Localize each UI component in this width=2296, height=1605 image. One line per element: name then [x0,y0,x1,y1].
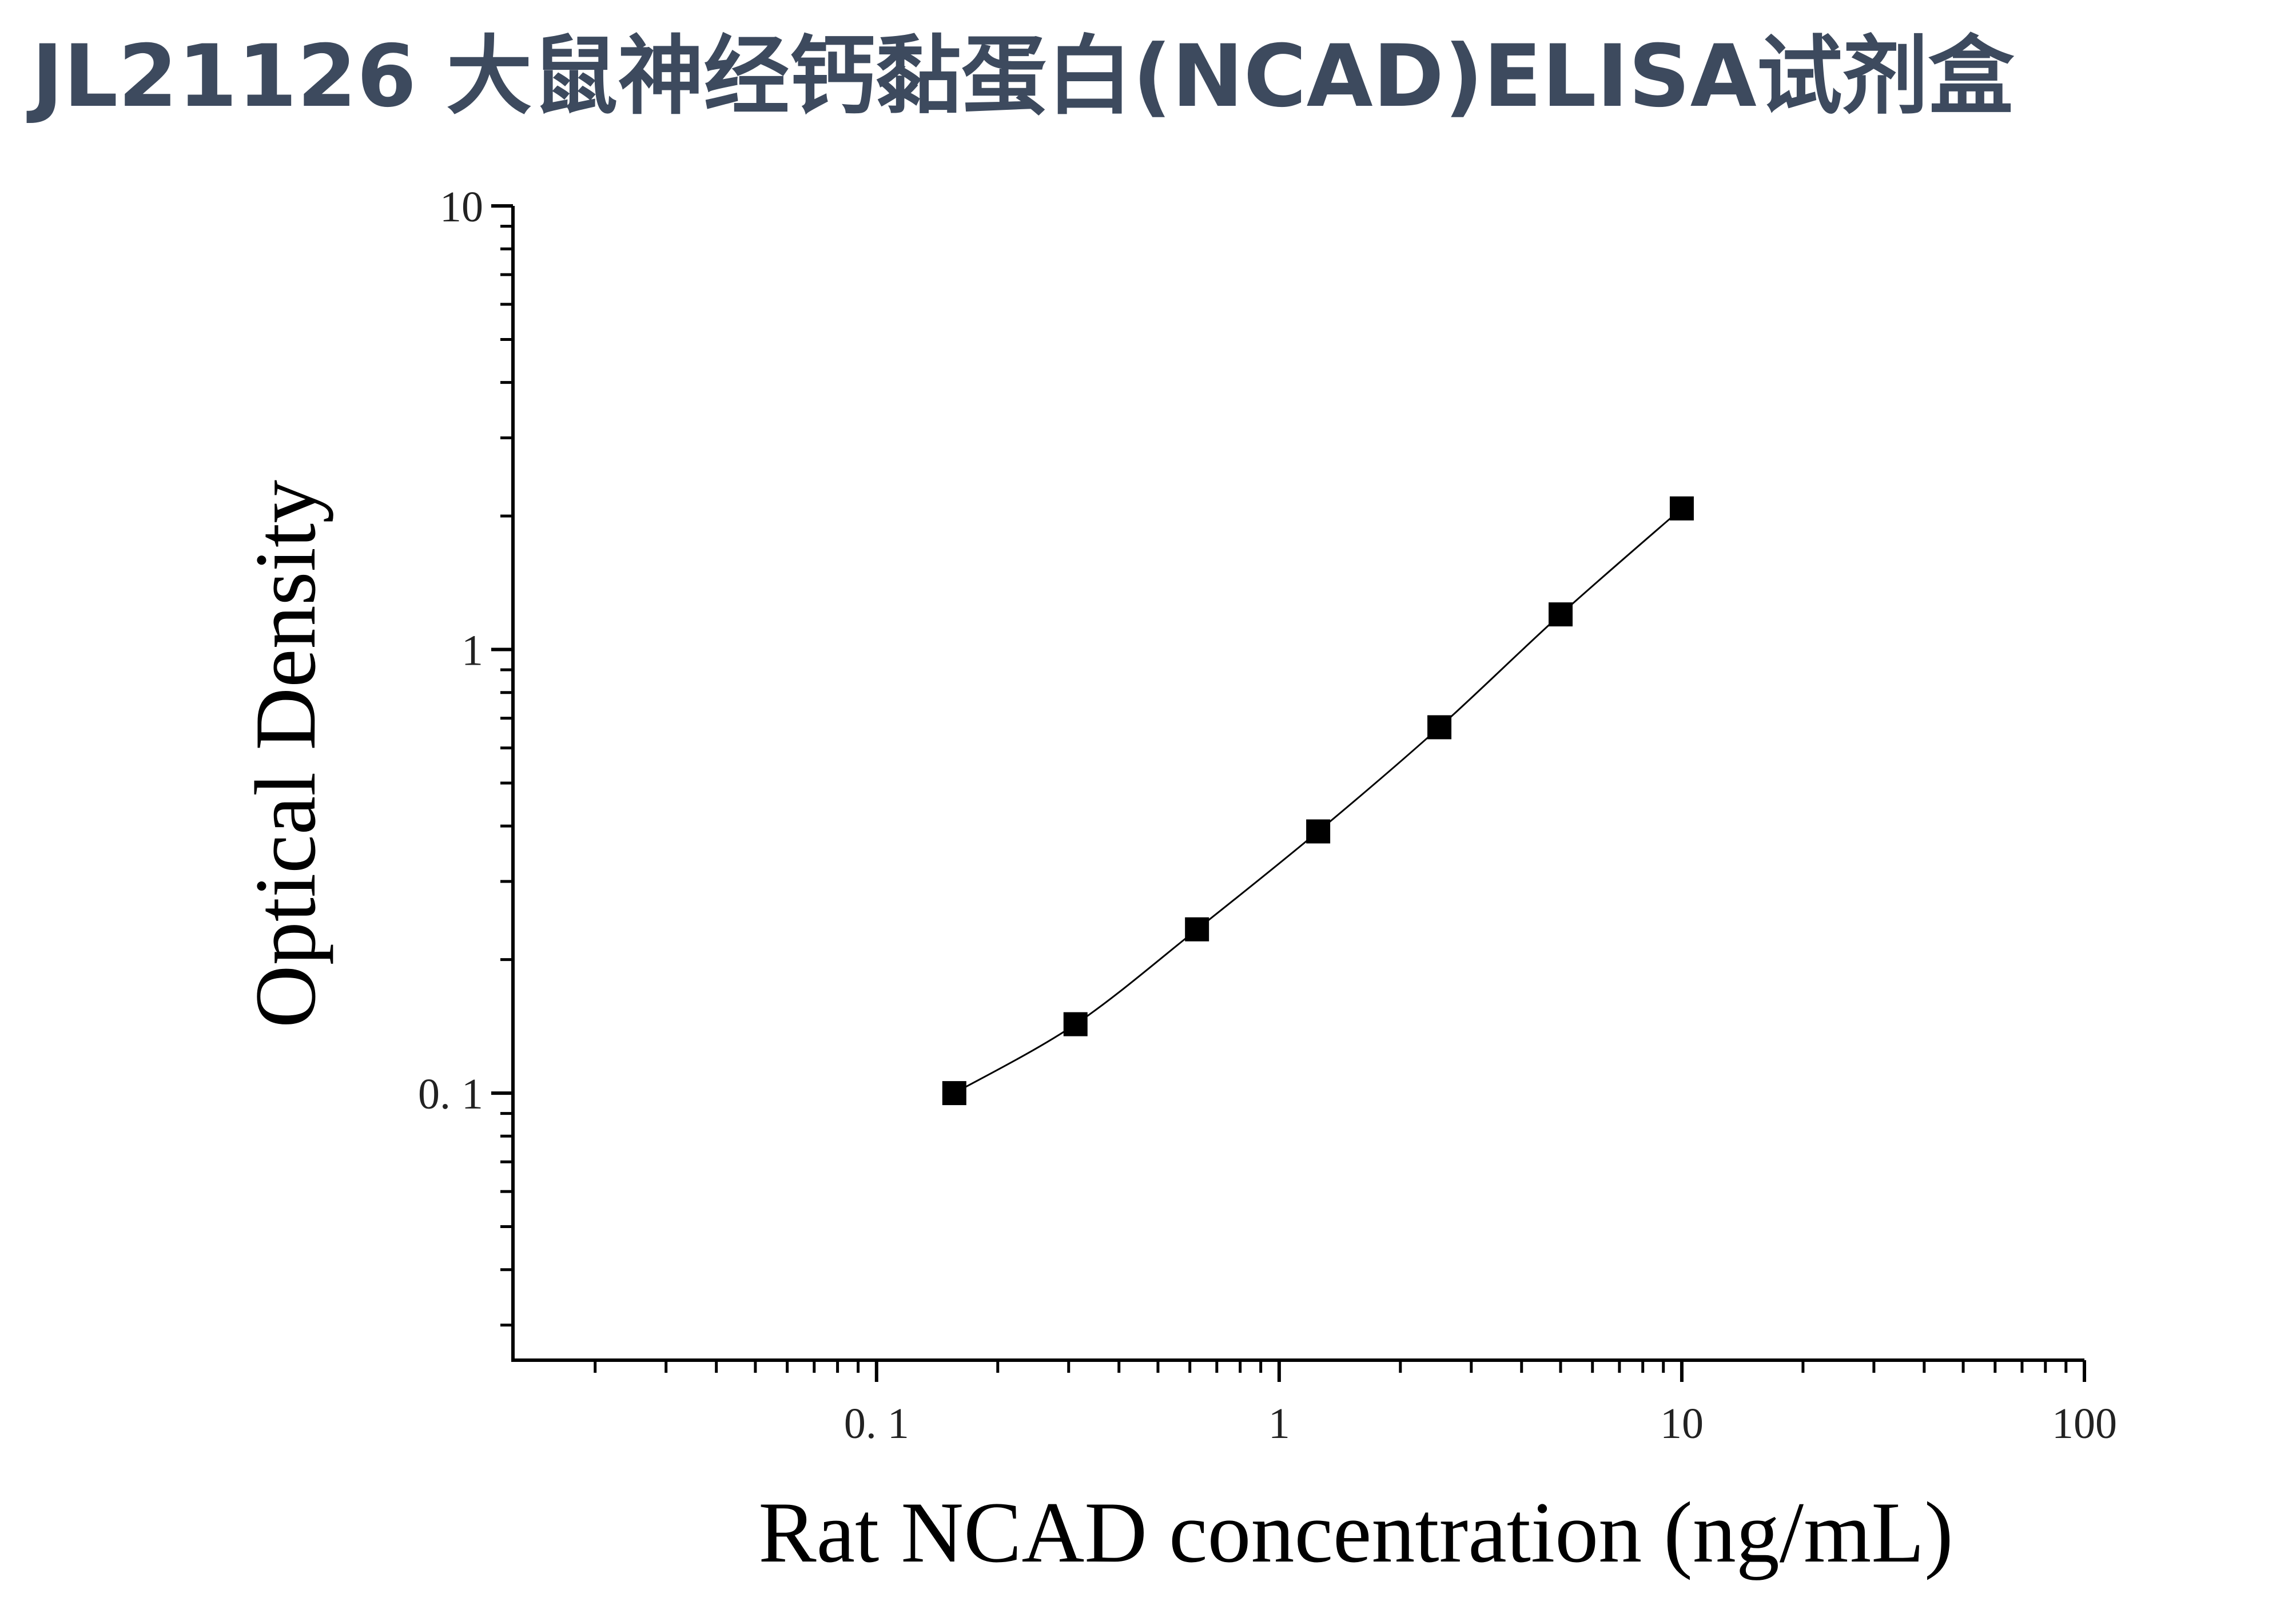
fit-curve [954,507,1682,1094]
x-axis-major-ticks [874,1360,2086,1382]
y-axis-tick-labels: 0. 1 1 10 [418,183,483,1118]
data-point-marker [1549,602,1573,627]
x-tick-label: 0. 1 [844,1400,909,1448]
data-point-marker [1185,917,1209,941]
y-axis-minor-ticks [500,224,513,1327]
data-point-marker [1063,1012,1088,1036]
data-point-marker [1669,496,1694,521]
x-tick-label: 10 [1660,1400,1704,1448]
x-axis-minor-ticks [594,1360,2068,1373]
y-tick-label: 0. 1 [418,1070,483,1118]
y-tick-label: 1 [461,627,483,675]
x-axis-title: Rat NCAD concentration (ng/mL) [758,1484,1953,1580]
data-points [942,496,1694,1106]
y-tick-label: 10 [440,183,483,231]
x-tick-label: 100 [2052,1400,2117,1448]
y-axis-major-ticks [491,204,513,1095]
x-axis-tick-labels: 0. 1 1 10 100 [844,1400,2117,1448]
page-title: JL21126 大鼠神经钙黏蛋白(NCAD)ELISA试剂盒 [31,27,2014,126]
data-point-marker [1306,819,1331,844]
y-axis-title: Optical Density [237,480,333,1028]
data-point-marker [1427,715,1452,740]
data-point-marker [942,1081,966,1106]
x-tick-label: 1 [1268,1400,1290,1448]
